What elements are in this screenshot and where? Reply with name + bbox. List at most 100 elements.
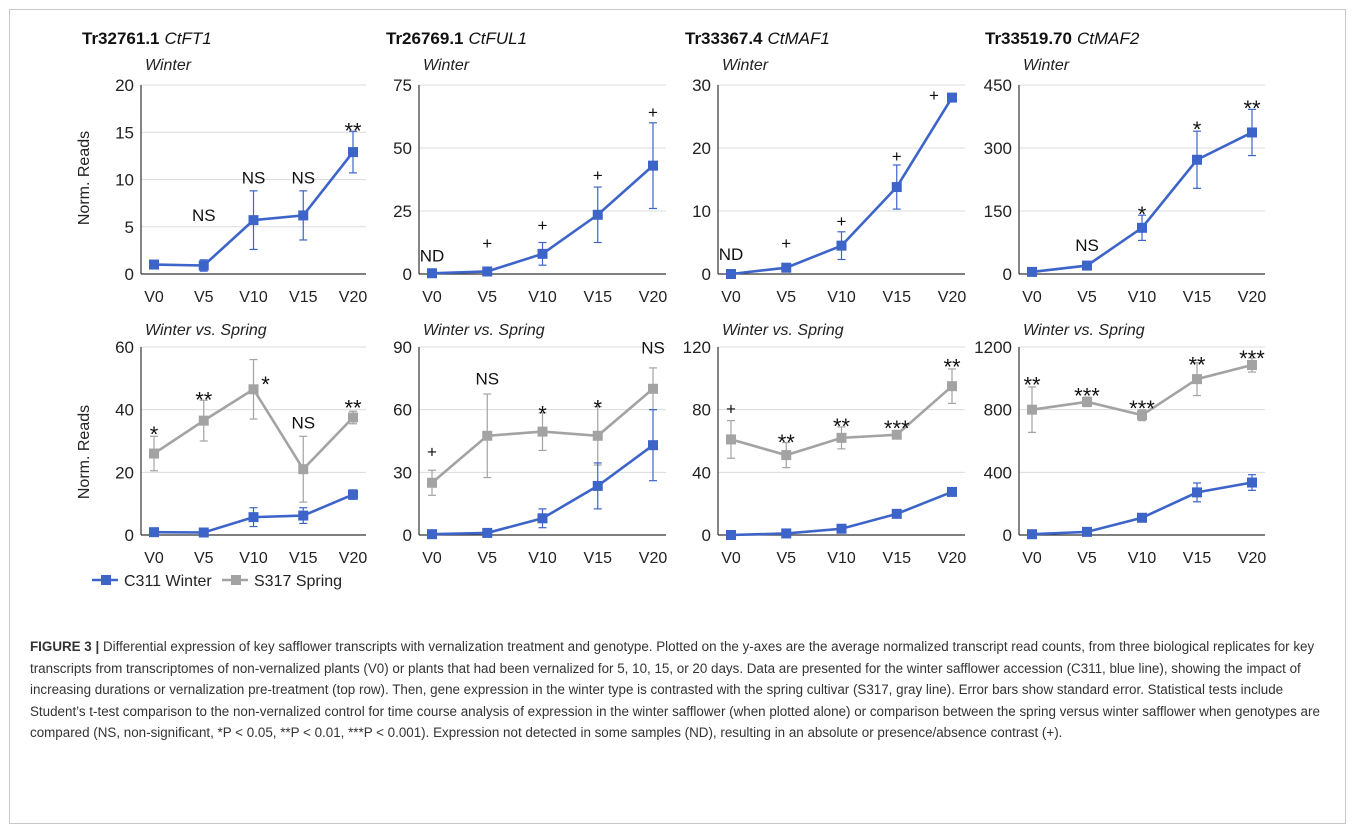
legend-label: S317 Spring bbox=[254, 573, 342, 590]
data-point bbox=[1137, 410, 1147, 421]
y-tick-label: 0 bbox=[1003, 526, 1012, 545]
y-tick-label: 20 bbox=[115, 463, 134, 482]
data-point bbox=[781, 528, 792, 539]
data-point bbox=[298, 210, 309, 221]
x-tick-label: V5 bbox=[776, 289, 796, 306]
figure-caption: FIGURE 3 | Differential expression of ke… bbox=[30, 636, 1335, 744]
gene-id: Tr33367.4 bbox=[685, 29, 763, 48]
series-winter bbox=[149, 130, 358, 272]
chart-panel-7: 0 40 80 120 V0 V5 V10 V15 V20 Winter vs. Spring + *… bbox=[683, 322, 967, 567]
y-tick-label: 800 bbox=[984, 401, 1012, 420]
gene-id: Tr26769.1 bbox=[386, 29, 464, 48]
y-tick-label: 50 bbox=[393, 139, 412, 158]
significance-label: + bbox=[482, 234, 492, 253]
x-tick-label: V15 bbox=[584, 289, 613, 306]
series-winter bbox=[726, 486, 957, 540]
data-point bbox=[348, 412, 358, 423]
significance-label: ** bbox=[1188, 352, 1206, 377]
x-tick-label: V15 bbox=[289, 289, 318, 306]
data-point bbox=[726, 269, 736, 279]
significance-label: ** bbox=[195, 388, 213, 413]
panel-subtitle: Winter vs. Spring bbox=[722, 322, 844, 339]
legend-label: C311 Winter bbox=[124, 573, 212, 590]
data-point bbox=[537, 248, 548, 259]
y-tick-label: 40 bbox=[115, 401, 134, 420]
y-tick-label: 120 bbox=[683, 338, 711, 357]
significance-label: ** bbox=[1023, 373, 1041, 398]
significance-label: ** bbox=[833, 414, 851, 439]
x-tick-label: V10 bbox=[239, 550, 268, 567]
significance-label: ** bbox=[778, 430, 796, 455]
x-tick-label: V0 bbox=[721, 289, 741, 306]
x-tick-label: V10 bbox=[827, 289, 856, 306]
panel-subtitle: Winter bbox=[145, 57, 192, 74]
significance-label: ND bbox=[420, 246, 445, 265]
x-tick-label: V20 bbox=[938, 289, 967, 306]
data-point bbox=[1027, 529, 1037, 540]
data-point bbox=[592, 209, 603, 220]
y-tick-label: 20 bbox=[692, 139, 711, 158]
data-point bbox=[947, 381, 957, 392]
series-winter bbox=[1027, 474, 1257, 540]
x-tick-label: V15 bbox=[584, 550, 613, 567]
y-tick-label: 20 bbox=[115, 76, 134, 95]
significance-label: NS bbox=[192, 206, 216, 225]
significance-label: NS bbox=[475, 370, 499, 389]
column-title-2: Tr26769.1 CtFUL1 bbox=[386, 29, 527, 48]
significance-label: + bbox=[892, 147, 902, 166]
y-tick-label: 0 bbox=[702, 265, 711, 284]
series-spring bbox=[726, 368, 957, 469]
data-point bbox=[149, 527, 159, 538]
significance-label: NS bbox=[242, 168, 266, 187]
legend-item-spring: S317 Spring bbox=[222, 573, 342, 590]
chart-panel-3: 0 10 20 30 V0 V5 V10 V15 V20 Winter ND + + + + bbox=[692, 57, 966, 306]
data-point bbox=[149, 448, 159, 459]
y-tick-label: 40 bbox=[692, 463, 711, 482]
significance-label: + bbox=[648, 103, 658, 122]
gene-name: CtMAF1 bbox=[768, 29, 830, 48]
legend-item-winter: C311 Winter bbox=[92, 573, 212, 590]
panel-subtitle: Winter bbox=[722, 57, 769, 74]
data-point bbox=[198, 260, 209, 271]
gene-name: CtMAF2 bbox=[1077, 29, 1140, 48]
y-tick-label: 30 bbox=[393, 463, 412, 482]
x-tick-label: V10 bbox=[1128, 550, 1157, 567]
chart-panel-8: 0 400 800 1200 V0 V5 V10 V15 V20 Winter vs. Sprin… bbox=[974, 322, 1266, 567]
x-tick-label: V0 bbox=[144, 550, 164, 567]
data-point bbox=[1192, 487, 1202, 498]
data-point bbox=[1247, 477, 1257, 488]
ylabel-bottom: Norm. Reads bbox=[76, 405, 93, 499]
significance-label: *** bbox=[1239, 346, 1265, 371]
x-tick-label: V5 bbox=[194, 289, 214, 306]
significance-label: ** bbox=[943, 355, 961, 380]
data-point bbox=[781, 450, 792, 461]
significance-label: ** bbox=[1243, 96, 1261, 121]
data-point bbox=[482, 430, 493, 441]
column-title-3: Tr33367.4 CtMAF1 bbox=[685, 29, 830, 48]
data-point bbox=[537, 513, 548, 524]
x-tick-label: V10 bbox=[528, 550, 557, 567]
significance-label: * bbox=[150, 422, 159, 447]
data-point bbox=[1247, 360, 1257, 371]
data-point bbox=[726, 530, 736, 540]
data-point bbox=[1082, 526, 1092, 537]
data-point bbox=[482, 527, 493, 538]
data-point bbox=[248, 512, 259, 523]
x-tick-label: V15 bbox=[883, 289, 912, 306]
series-line bbox=[1031, 481, 1253, 536]
y-tick-label: 10 bbox=[115, 171, 134, 190]
x-tick-label: V0 bbox=[721, 550, 741, 567]
y-tick-label: 1200 bbox=[974, 338, 1012, 357]
significance-label: *** bbox=[1129, 396, 1155, 421]
x-tick-label: V10 bbox=[827, 550, 856, 567]
gene-id: Tr33519.70 bbox=[985, 29, 1072, 48]
series-winter bbox=[149, 489, 358, 538]
x-tick-label: V5 bbox=[477, 289, 497, 306]
significance-label: ND bbox=[719, 245, 744, 264]
data-point bbox=[836, 240, 847, 251]
data-point bbox=[836, 523, 847, 534]
y-tick-label: 60 bbox=[115, 338, 134, 357]
data-point bbox=[947, 92, 957, 103]
